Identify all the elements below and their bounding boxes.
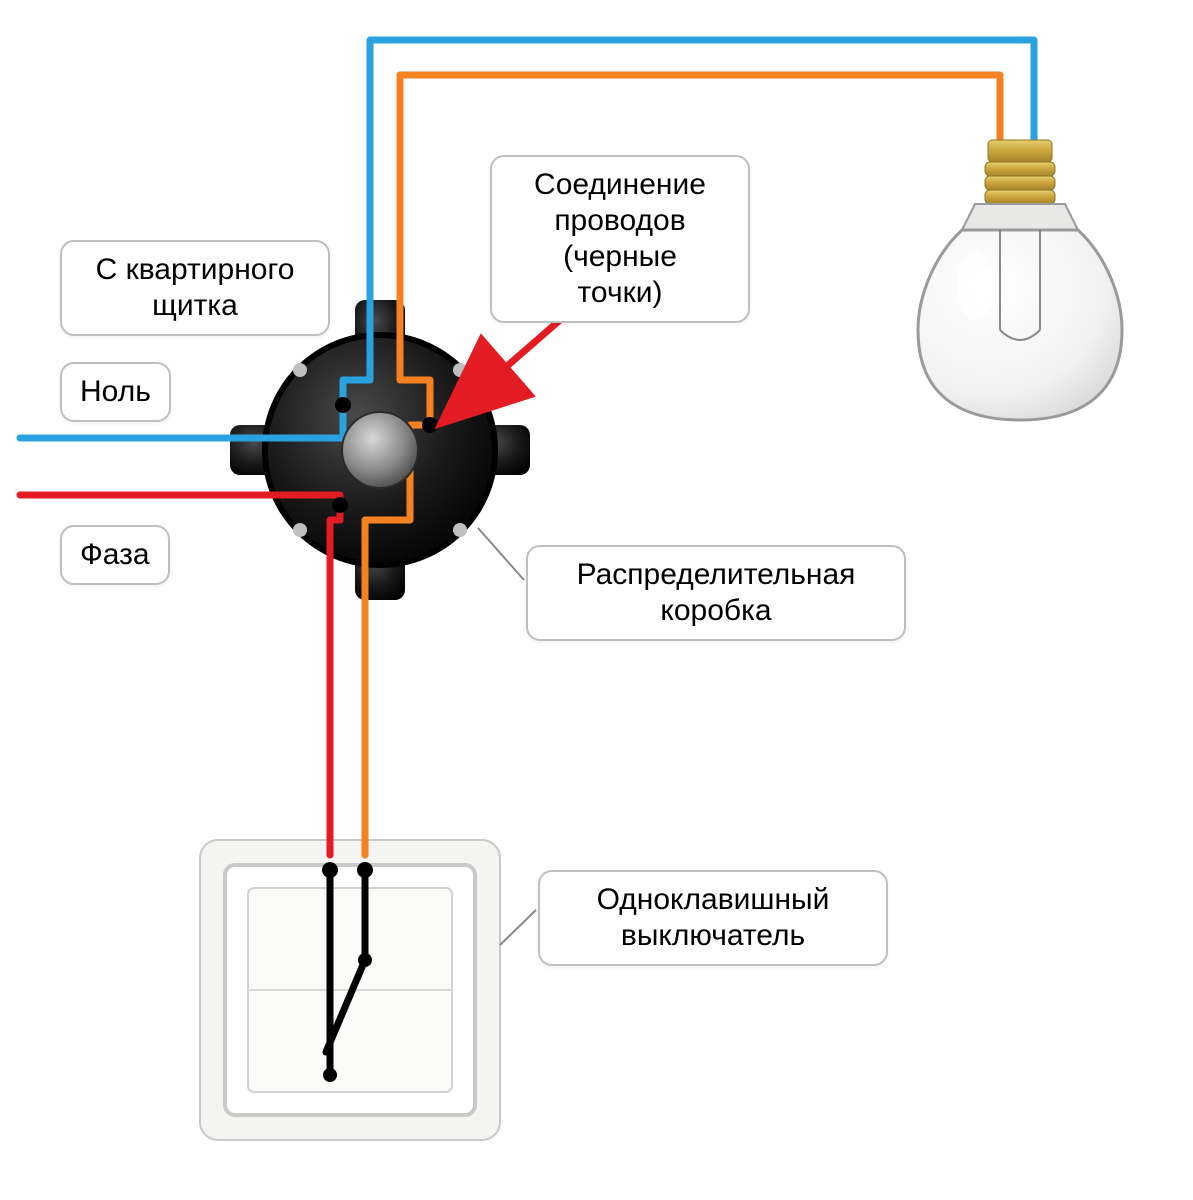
label-neutral: Ноль (60, 362, 171, 422)
junction-hub (342, 412, 418, 488)
label-phase-text: Фаза (80, 538, 150, 571)
label-switch: Одноклавишныйвыключатель (538, 870, 888, 966)
label-switch-text: Одноклавишныйвыключатель (597, 883, 830, 952)
light-bulb (918, 140, 1122, 420)
label-from-panel: С квартирногощитка (60, 240, 330, 336)
diagram-canvas: С квартирногощитка Ноль Фаза Соединениеп… (0, 0, 1193, 1200)
label-from-panel-text: С квартирногощитка (96, 253, 295, 322)
label-neutral-text: Ноль (80, 375, 151, 408)
label-junction-box-text: Распределительнаякоробка (577, 558, 856, 627)
label-connections-text: Соединениепроводов(черныеточки) (534, 168, 706, 309)
label-phase: Фаза (60, 525, 170, 585)
label-junction-box: Распределительнаякоробка (526, 545, 906, 641)
label-connections: Соединениепроводов(черныеточки) (490, 155, 750, 323)
